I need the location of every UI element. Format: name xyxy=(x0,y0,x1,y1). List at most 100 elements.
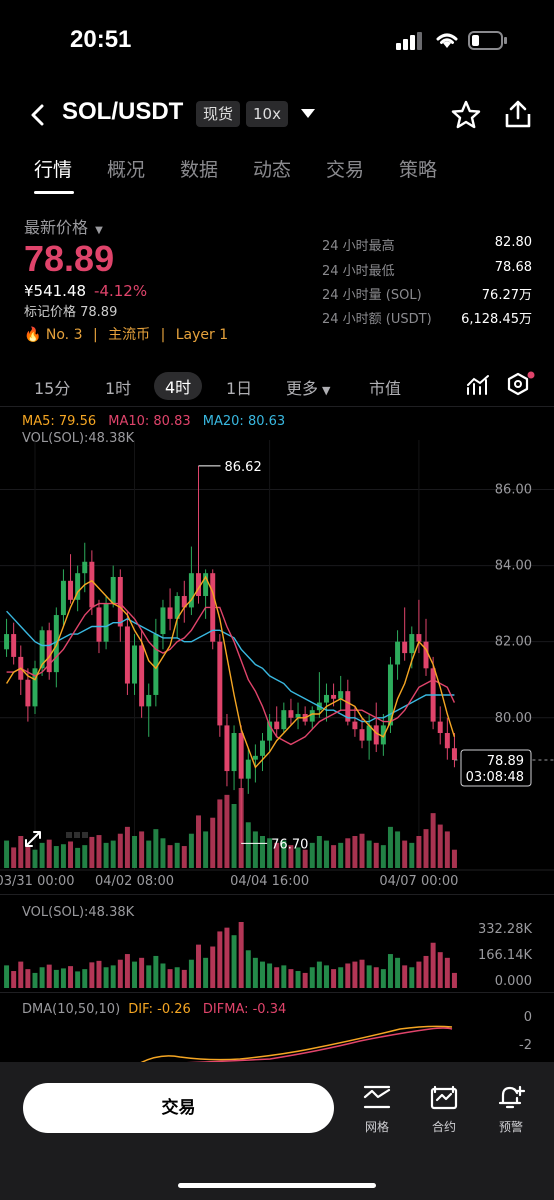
expand-icon[interactable] xyxy=(22,828,44,850)
tab-data[interactable]: 数据 xyxy=(180,159,219,181)
star-icon[interactable] xyxy=(451,100,481,130)
interval-1d[interactable]: 1日 xyxy=(226,379,253,398)
volume-bar xyxy=(338,967,344,988)
volume-tick-max: 332.28K xyxy=(477,922,532,937)
volume-bar xyxy=(423,829,429,868)
volume-bar xyxy=(338,842,344,868)
settings-hex-icon[interactable] xyxy=(506,371,536,399)
ma20-value: MA20: 80.63 xyxy=(202,414,286,429)
volume-bar xyxy=(387,954,393,988)
volume-bar xyxy=(430,813,436,868)
volume-bar xyxy=(32,849,38,868)
tab-trade[interactable]: 交易 xyxy=(326,159,365,181)
price-label[interactable]: 最新价格 ▼ xyxy=(24,218,103,237)
candle-body xyxy=(89,561,95,608)
candle-body xyxy=(167,607,173,619)
volume-bar xyxy=(409,967,415,988)
candle-body xyxy=(437,721,443,734)
tab-overview[interactable]: 概况 xyxy=(107,159,146,181)
current-price-box xyxy=(460,749,532,787)
trade-button[interactable]: 交易 xyxy=(23,1083,334,1133)
candle-body xyxy=(274,721,280,730)
volume-bar xyxy=(451,972,457,988)
candle-body xyxy=(309,710,315,722)
volume-bar xyxy=(89,962,95,988)
volume-bar xyxy=(174,967,180,988)
volume-bar xyxy=(217,931,223,988)
candle-body xyxy=(139,645,145,707)
divider xyxy=(0,406,554,407)
volume-bar xyxy=(295,971,301,988)
tab-market[interactable]: 行情 xyxy=(34,159,73,181)
volume-bar xyxy=(231,935,237,988)
grid-button[interactable]: 网格 xyxy=(352,1084,402,1135)
main-tabs: 行情 概况 数据 动态 交易 策略 xyxy=(0,155,554,197)
volume-bar xyxy=(203,831,209,868)
price-label-dropdown-icon: ▼ xyxy=(95,225,103,236)
wifi-icon xyxy=(436,33,458,48)
main-coin-tag[interactable]: 主流币 xyxy=(108,327,151,343)
candle-body xyxy=(117,576,123,627)
candlestick-chart[interactable]: 86.00 84.00 82.00 80.00 03/31 00:00 04/02 08:… xyxy=(0,440,554,895)
dma-chart xyxy=(139,1025,453,1064)
volume-bar xyxy=(46,964,52,988)
interval-4h[interactable]: 4时 xyxy=(154,372,203,400)
candle-body xyxy=(345,691,351,722)
candle-body xyxy=(203,573,209,597)
volume-bar xyxy=(139,831,145,868)
leverage-badge[interactable]: 10x xyxy=(246,101,288,127)
cny-price: ¥541.48 xyxy=(24,282,87,300)
fire-icon: 🔥 xyxy=(24,327,42,343)
pair-dropdown-icon[interactable] xyxy=(300,108,316,120)
main-volume-label: VOL(SOL):48.38K xyxy=(22,431,135,446)
volume-bar xyxy=(153,955,159,988)
alert-button[interactable]: 预警 xyxy=(486,1084,536,1135)
volume-bar xyxy=(188,959,194,988)
back-icon[interactable] xyxy=(28,104,48,126)
candle-body xyxy=(359,729,365,741)
volume-chart[interactable] xyxy=(0,920,554,990)
candle-body xyxy=(96,607,102,642)
pair-title[interactable]: SOL/USDT xyxy=(62,98,184,125)
price-change: -4.12% xyxy=(94,282,148,300)
volume-bar xyxy=(174,842,180,868)
watermark-logo xyxy=(66,832,142,850)
tab-news[interactable]: 动态 xyxy=(253,159,292,181)
volume-bar xyxy=(188,833,194,868)
indicator-icon[interactable] xyxy=(466,374,490,396)
tag-divider: | xyxy=(160,327,166,343)
candle-body xyxy=(68,580,74,600)
volume-bar xyxy=(274,967,280,988)
candle-body xyxy=(323,694,329,703)
volume-bar xyxy=(352,836,358,868)
layer-tag[interactable]: Layer 1 xyxy=(175,327,229,343)
volume-bar xyxy=(96,835,102,868)
volume-bar xyxy=(252,957,258,988)
interval-more[interactable]: 更多 ▼ xyxy=(286,379,331,398)
volume-bar xyxy=(359,833,365,868)
candle-body xyxy=(132,645,138,684)
volume-bar xyxy=(395,831,401,868)
interval-1h[interactable]: 1时 xyxy=(105,379,132,398)
stat-label-high: 24 小时最高 xyxy=(322,239,395,254)
interval-15m[interactable]: 15分 xyxy=(34,379,71,398)
header xyxy=(0,90,554,140)
interval-market-cap[interactable]: 市值 xyxy=(369,379,402,398)
volume-bar xyxy=(316,836,322,868)
rank-tag[interactable]: No. 3 xyxy=(45,327,83,343)
tab-strategy[interactable]: 策略 xyxy=(399,159,438,181)
volume-bar xyxy=(82,969,88,988)
candle-body xyxy=(231,733,237,772)
contract-button[interactable]: 合约 xyxy=(419,1084,469,1135)
candle-body xyxy=(75,573,81,600)
volume-bar xyxy=(75,847,81,868)
ma-indicators: MA5: 79.56 MA10: 80.83 MA20: 80.63 xyxy=(22,414,285,429)
volume-bar xyxy=(444,957,450,988)
coin-tags: 🔥 No. 3 | 主流币 | Layer 1 xyxy=(24,324,228,344)
volume-bar xyxy=(302,972,308,988)
high-marker-label: 86.62 xyxy=(225,460,262,475)
ma10-value: MA10: 80.83 xyxy=(108,414,191,429)
candle-body xyxy=(402,641,408,654)
share-icon[interactable] xyxy=(503,99,533,129)
mark-price: 标记价格 78.89 xyxy=(24,305,118,320)
